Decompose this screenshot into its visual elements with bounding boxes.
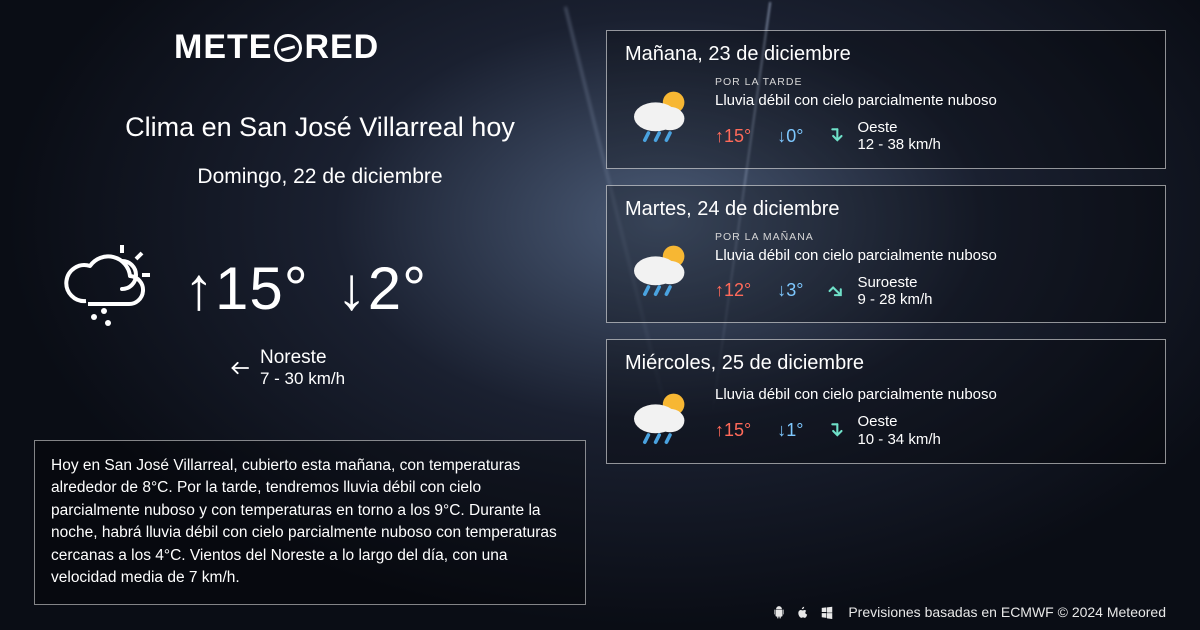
forecast-condition: Lluvia débil con cielo parcialmente nubo…: [715, 247, 1147, 264]
today-temps: 15° 2°: [184, 254, 427, 323]
forecast-low: ↓1°: [777, 420, 803, 441]
brand-pre: METE: [174, 28, 272, 67]
forecast-title: Miércoles, 25 de diciembre: [625, 352, 1147, 375]
forecast-high: ↑12°: [715, 280, 751, 301]
forecast-period: POR LA TARDE: [715, 76, 1147, 88]
brand-post: RED: [304, 28, 379, 67]
weather-icon-rain-sun: [625, 237, 697, 301]
today-wind-speed: 7 - 30 km/h: [260, 369, 345, 389]
weather-icon-rain-sun: [625, 83, 697, 147]
forecast-wind: Oeste10 - 34 km/h: [829, 413, 940, 448]
forecast-condition: Lluvia débil con cielo parcialmente nubo…: [715, 92, 1147, 109]
today-low: 2°: [337, 254, 427, 323]
forecast-card: Miércoles, 25 de diciembre Lluvia débil c…: [606, 339, 1166, 464]
forecast-card: Martes, 24 de diciembre POR LA MAÑANA Lluv…: [606, 185, 1166, 324]
forecast-wind-dir: Suroeste: [857, 274, 932, 291]
windows-icon: [820, 605, 834, 619]
weather-icon-rain-sun: [625, 385, 697, 449]
forecast-wind-speed: 10 - 34 km/h: [857, 431, 940, 448]
forecast-period: POR LA MAÑANA: [715, 231, 1147, 243]
today-hero: 15° 2°: [60, 243, 580, 333]
brand-logo: METE RED: [174, 28, 379, 67]
forecast-wind-dir: Oeste: [857, 119, 940, 136]
forecast-wind-speed: 12 - 38 km/h: [857, 136, 940, 153]
apple-icon: [796, 605, 810, 619]
forecast-wind-speed: 9 - 28 km/h: [857, 291, 932, 308]
footer: Previsiones basadas en ECMWF © 2024 Mete…: [772, 604, 1166, 620]
wind-arrow-icon: [223, 352, 254, 383]
forecast-card: Mañana, 23 de diciembre POR LA TARDE Lluvi…: [606, 30, 1166, 169]
today-wind: Noreste 7 - 30 km/h: [228, 347, 580, 388]
brand-globe-icon: [274, 34, 302, 62]
forecast-list: Mañana, 23 de diciembre POR LA TARDE Lluvi…: [606, 30, 1166, 464]
footer-text: Previsiones basadas en ECMWF © 2024 Mete…: [848, 604, 1166, 620]
forecast-condition: Lluvia débil con cielo parcialmente nubo…: [715, 386, 1147, 403]
today-date: Domingo, 22 de diciembre: [60, 165, 580, 189]
android-icon: [772, 605, 786, 619]
forecast-wind: Oeste12 - 38 km/h: [829, 119, 940, 154]
forecast-wind: Suroeste9 - 28 km/h: [829, 274, 932, 309]
wind-arrow-icon: [829, 126, 849, 146]
today-description: Hoy en San José Villarreal, cubierto est…: [34, 440, 586, 605]
page-title: Clima en San José Villarreal hoy: [60, 112, 580, 143]
weather-icon-rain-sun: [60, 243, 160, 333]
forecast-title: Martes, 24 de diciembre: [625, 198, 1147, 221]
today-high: 15°: [184, 254, 309, 323]
forecast-high: ↑15°: [715, 126, 751, 147]
today-panel: Clima en San José Villarreal hoy Domingo…: [60, 112, 580, 388]
wind-arrow-icon: [829, 421, 849, 441]
platform-icons: [772, 605, 834, 619]
today-wind-dir: Noreste: [260, 347, 345, 369]
forecast-high: ↑15°: [715, 420, 751, 441]
forecast-low: ↓3°: [777, 280, 803, 301]
forecast-title: Mañana, 23 de diciembre: [625, 43, 1147, 66]
wind-arrow-icon: [825, 277, 853, 305]
forecast-low: ↓0°: [777, 126, 803, 147]
forecast-wind-dir: Oeste: [857, 413, 940, 430]
